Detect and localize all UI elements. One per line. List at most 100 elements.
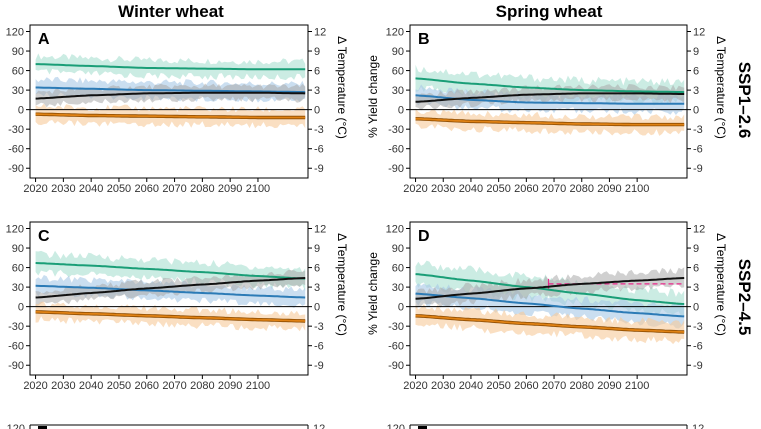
y-tick-label: 0 [398, 105, 404, 117]
series-line-green [35, 262, 306, 280]
series-line-black [35, 277, 306, 299]
series-line-black [35, 91, 306, 100]
series-line-orange [35, 113, 306, 119]
x-tick-label: 2050 [486, 380, 510, 392]
y-tick-label: 120 [6, 224, 24, 236]
y2-tick-label: 3 [693, 282, 699, 294]
x-tick-label: 2020 [23, 183, 47, 195]
partial-tick-left-f: 120 [387, 423, 405, 429]
y-axis-label: % Yield change [366, 55, 380, 138]
y2-tick-label: -9 [693, 163, 703, 175]
panel-letter-c: C [38, 228, 50, 245]
series-line-orange [35, 310, 306, 322]
y2-tick-label: 9 [314, 46, 320, 58]
x-tick-label: 2080 [569, 183, 593, 195]
plot-frame [409, 24, 688, 179]
x-tick-label: 2050 [107, 183, 131, 195]
y2-tick-label: -3 [693, 321, 703, 333]
x-tick-label: 2030 [431, 380, 455, 392]
x-tick-label: 2050 [107, 380, 131, 392]
y2-tick-label: -9 [693, 360, 703, 372]
x-tick-label: 2040 [79, 183, 103, 195]
x-tick-label: 2020 [403, 380, 427, 392]
plot-frame [29, 24, 309, 179]
series-line-blue [35, 284, 306, 299]
y2-tick-label: 3 [314, 85, 320, 97]
y2-tick-label: 3 [314, 282, 320, 294]
x-tick-label: 2070 [162, 183, 186, 195]
y2-tick-label: 0 [693, 105, 699, 117]
y-axis-label: % Yield change [366, 252, 380, 335]
x-tick-label: 2030 [431, 183, 455, 195]
x-tick-label: 2050 [486, 183, 510, 195]
plot-frame [409, 221, 688, 376]
band-black-a [35, 83, 306, 108]
x-tick-label: 2070 [542, 380, 566, 392]
partial-tick-left-e: 120 [7, 423, 25, 429]
y2-tick-label: 0 [314, 105, 320, 117]
x-tick-label: 2080 [569, 380, 593, 392]
partial-letter-f-stub [418, 426, 427, 429]
row-title-ssp1-2-6: SSP1–2.6 [735, 62, 754, 139]
y2-tick-label: 12 [693, 27, 705, 39]
x-tick-label: 2080 [190, 380, 214, 392]
y-tick-label: -60 [388, 144, 404, 156]
y2-tick-label: 9 [314, 243, 320, 255]
y-tick-label: 90 [392, 243, 404, 255]
y-tick-label: 0 [398, 302, 404, 314]
series-line-orange [415, 314, 685, 333]
column-title-winter-wheat: Winter wheat [118, 2, 224, 21]
series-line-green [35, 63, 306, 71]
row-title-ssp2-4-5: SSP2–4.5 [735, 259, 754, 336]
partial-tick-right-f: 12 [692, 423, 704, 429]
y2-tick-label: 6 [314, 66, 320, 78]
x-tick-label: 2020 [23, 380, 47, 392]
y-tick-label: 90 [392, 46, 404, 58]
y-tick-label: 120 [386, 224, 404, 236]
y-tick-label: -60 [8, 144, 24, 156]
x-tick-label: 2030 [51, 183, 75, 195]
series-line-black [415, 277, 685, 300]
series-line-blue [35, 86, 306, 94]
y-tick-label: 120 [6, 27, 24, 39]
y2-tick-label: 9 [693, 46, 699, 58]
panel-letter-a: A [38, 31, 50, 48]
x-tick-label: 2100 [246, 183, 270, 195]
partial-letter-e-stub [38, 426, 47, 429]
y2-tick-label: -9 [314, 360, 324, 372]
y2-tick-label: 12 [693, 224, 705, 236]
x-tick-label: 2070 [162, 380, 186, 392]
y-tick-label: 90 [12, 243, 24, 255]
y-tick-label: -30 [8, 124, 24, 136]
y2-tick-label: 6 [693, 66, 699, 78]
plot-frame [29, 221, 309, 376]
y2-tick-label: -6 [693, 144, 703, 156]
x-tick-label: 2080 [190, 183, 214, 195]
y2-tick-label: 12 [314, 27, 326, 39]
y2-tick-label: -6 [693, 341, 703, 353]
y-tick-label: 120 [386, 27, 404, 39]
x-tick-label: 2040 [459, 183, 483, 195]
x-tick-label: 2090 [597, 380, 621, 392]
x-tick-label: 2060 [514, 183, 538, 195]
y-tick-label: 30 [392, 85, 404, 97]
y-tick-label: -60 [388, 341, 404, 353]
series-line-black [415, 92, 685, 103]
x-tick-label: 2090 [218, 183, 242, 195]
x-tick-label: 2070 [542, 183, 566, 195]
y-tick-label: 60 [392, 66, 404, 78]
y-tick-label: -90 [8, 163, 24, 175]
y2-tick-label: 0 [693, 302, 699, 314]
y2-tick-label: -9 [314, 163, 324, 175]
series-line-blue [415, 292, 685, 318]
column-title-spring-wheat: Spring wheat [496, 2, 603, 21]
y2-tick-label: 3 [693, 85, 699, 97]
y-tick-label: -30 [388, 124, 404, 136]
y2-tick-label: 12 [314, 224, 326, 236]
x-tick-label: 2090 [597, 183, 621, 195]
series-line-orange [415, 117, 685, 126]
y-tick-label: 60 [12, 263, 24, 275]
